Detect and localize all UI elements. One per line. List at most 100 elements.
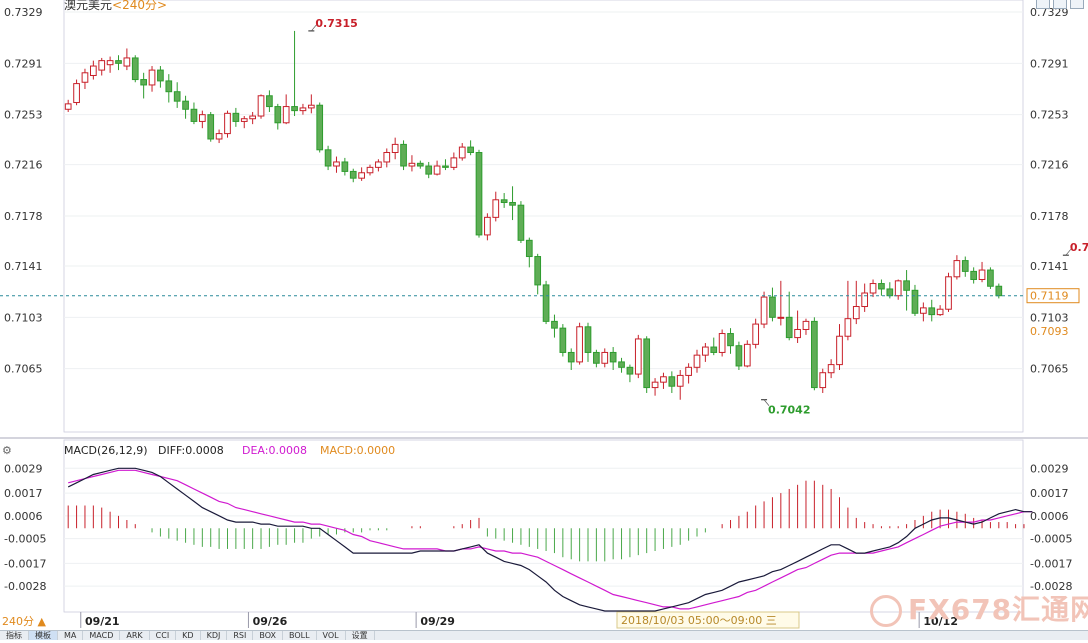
macd-ytick-right: 0.0029 [1030, 462, 1069, 475]
candle-body [391, 143, 399, 154]
macd-ytick-left: 0.0006 [4, 510, 43, 523]
price-ytick-right: 0.7329 [1030, 6, 1069, 19]
candle-body [307, 104, 315, 109]
candle-body [878, 283, 885, 290]
candle-body [660, 376, 667, 383]
candle-body [978, 269, 986, 280]
candle-body [148, 69, 156, 86]
candle-body [73, 83, 80, 104]
candle-body [140, 79, 147, 86]
candle-body [450, 157, 458, 168]
candle-body [811, 320, 818, 389]
toolbar-item[interactable]: 模板 [29, 631, 58, 640]
candle-body [928, 307, 936, 316]
candle-body [735, 345, 743, 367]
toolbar-item[interactable]: VOL [317, 631, 346, 640]
extreme-leader [311, 24, 317, 32]
candle-body [400, 143, 407, 167]
xtick-label: 09/29 [420, 615, 455, 628]
restore-icon[interactable] [1053, 0, 1067, 9]
candle-body [115, 60, 122, 64]
candle-body [333, 161, 340, 167]
macd-ytick-right: -0.0017 [1030, 557, 1072, 570]
hover-time-label: 2018/10/03 05:00～09:00 三 [621, 614, 777, 627]
candle-body [785, 316, 793, 339]
candle-body [375, 161, 382, 168]
candle-body [727, 333, 734, 347]
candle-body [618, 361, 625, 368]
toolbar-item[interactable]: RSI [227, 631, 254, 640]
price-ytick-left: 0.7103 [4, 311, 43, 324]
toolbar-item[interactable]: KD [176, 631, 201, 640]
price-ytick-right: 0.7253 [1030, 109, 1069, 122]
extreme-leader [1065, 248, 1072, 256]
candle-body [500, 199, 508, 203]
candle-body [383, 152, 391, 163]
macd-ytick-left: 0.0017 [4, 487, 43, 500]
candle-body [911, 289, 919, 314]
candle-body [643, 338, 651, 389]
candle-body [651, 381, 659, 389]
candle-body [584, 326, 592, 353]
hover-time-box [616, 611, 800, 629]
candle-body [282, 106, 290, 124]
candle-body [987, 269, 994, 287]
candle-body [593, 351, 600, 364]
toolbar-item[interactable]: BOLL [283, 631, 317, 640]
candle-body [752, 323, 760, 345]
xtick-label: 09/26 [253, 615, 288, 628]
candle-body [702, 346, 709, 356]
candle-body [827, 364, 835, 374]
toolbar-item[interactable]: ARK [120, 631, 150, 640]
extreme-label: 0.7042 [768, 404, 810, 417]
last-price-box [1026, 288, 1080, 304]
macd-ytick-right: -0.0005 [1030, 533, 1072, 546]
candle-body [894, 280, 902, 297]
macd-ytick-right: 0.0017 [1030, 487, 1069, 500]
candle-body [366, 166, 374, 174]
toolbar-item[interactable]: BOX [253, 631, 283, 640]
toolbar-item[interactable]: 设置 [346, 631, 375, 640]
last-price-label: 0.7119 [1030, 290, 1069, 303]
xtick-label: 10/12 [923, 615, 958, 628]
candle-body [442, 165, 449, 168]
macd-ytick-right: -0.0028 [1030, 580, 1072, 593]
toolbar-item[interactable]: KDJ [201, 631, 228, 640]
macd-ytick-left: -0.0017 [4, 557, 46, 570]
macd-ytick-right: 0.0006 [1030, 510, 1069, 523]
extreme-leader [763, 399, 770, 406]
toolbar-item[interactable]: CCI [150, 631, 177, 640]
toolbar-item[interactable]: MACD [83, 631, 121, 640]
candle-body [408, 162, 416, 167]
candle-body [249, 115, 256, 120]
candle-body [416, 162, 424, 167]
macd-params-label: MACD(26,12,9) [64, 444, 148, 457]
candle-body [182, 100, 189, 110]
candle-body [970, 270, 978, 280]
watermark-logo-icon [870, 595, 902, 627]
candle-body [693, 354, 701, 368]
candle-body [517, 204, 525, 241]
price-ytick-left: 0.7253 [4, 109, 43, 122]
minimize-icon[interactable] [1036, 0, 1050, 9]
extreme-label: 0.7149 [1070, 241, 1088, 254]
macd-ytick-left: -0.0005 [4, 533, 46, 546]
candle-body [903, 280, 910, 291]
toolbar-item[interactable]: 指标 [0, 631, 29, 640]
price-ytick-left: 0.7178 [4, 210, 43, 223]
candle-body [634, 338, 642, 375]
symbol-title: 澳元美元 [64, 0, 113, 12]
candle-body [266, 95, 273, 108]
candle-body [760, 296, 768, 325]
period-selector[interactable]: 240分 ▲ [2, 615, 46, 628]
candle-body [920, 307, 927, 314]
price-ytick-right: 0.7065 [1030, 363, 1069, 376]
toolbar-item[interactable]: MA [58, 631, 84, 640]
candle-body [316, 104, 324, 151]
candle-body [869, 283, 877, 294]
close-icon[interactable] [1070, 0, 1084, 9]
candle-body [274, 106, 282, 124]
candle-body [240, 118, 248, 122]
